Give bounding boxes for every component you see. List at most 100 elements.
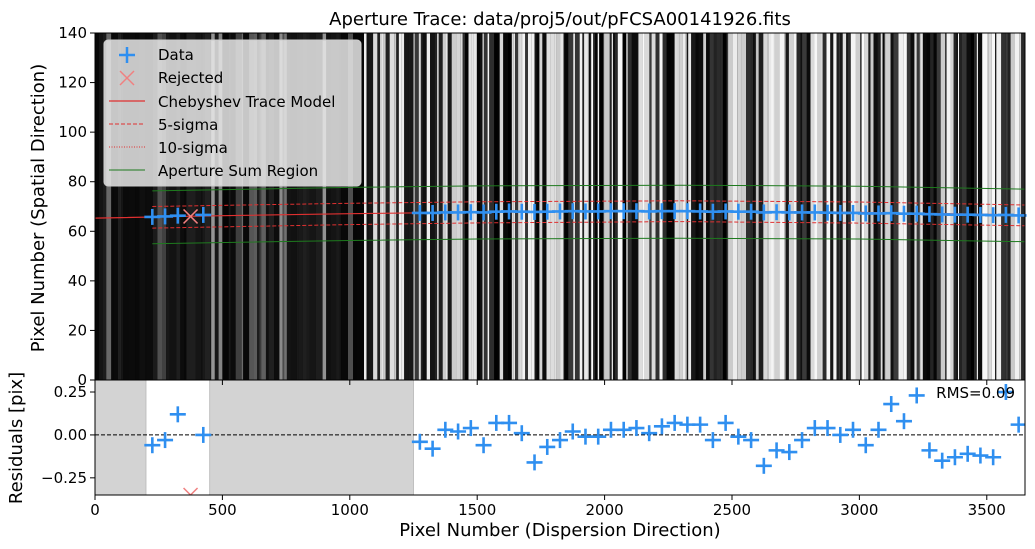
spectrum-band bbox=[959, 33, 962, 380]
residual-point bbox=[462, 420, 479, 437]
spectrum-band bbox=[422, 33, 427, 380]
spectrum-band bbox=[933, 33, 935, 380]
spectrum-band bbox=[302, 33, 307, 380]
spectrum-band bbox=[95, 33, 99, 380]
residual-point bbox=[539, 438, 556, 455]
residual-point bbox=[564, 423, 581, 440]
bottom-chart-xlabel: Pixel Number (Dispersion Direction) bbox=[399, 520, 720, 541]
spectrum-band bbox=[956, 33, 958, 380]
residual-point bbox=[450, 423, 467, 440]
spectrum-band bbox=[655, 33, 660, 380]
residual-point bbox=[845, 421, 862, 438]
residual-point bbox=[628, 420, 645, 437]
spectrum-band bbox=[779, 33, 785, 380]
xtick-label: 500 bbox=[208, 501, 237, 519]
residual-point bbox=[704, 432, 721, 449]
spectrum-band bbox=[802, 33, 807, 380]
spectrum-band bbox=[259, 33, 262, 380]
spectrum-band bbox=[184, 33, 187, 380]
spectrum-band bbox=[274, 33, 280, 380]
residual-point bbox=[501, 414, 518, 431]
spectrum-band bbox=[906, 33, 911, 380]
spectrum-band bbox=[810, 33, 815, 380]
legend-label-10sigma: 10-sigma bbox=[158, 139, 228, 157]
spectrum-band bbox=[785, 33, 789, 380]
spectrum-band bbox=[539, 33, 543, 380]
xtick-label: 3000 bbox=[840, 501, 878, 519]
xtick-label: 2500 bbox=[713, 501, 751, 519]
bottom-ytick-label: 0.00 bbox=[54, 426, 87, 444]
spectrum-band bbox=[414, 33, 419, 380]
xtick-label: 3500 bbox=[968, 501, 1006, 519]
spectrum-band bbox=[282, 33, 285, 380]
spectrum-band bbox=[882, 33, 885, 380]
spectrum-band bbox=[970, 33, 974, 380]
spectrum-band bbox=[726, 33, 729, 380]
spectrum-band bbox=[286, 33, 291, 380]
spectrum-band bbox=[497, 33, 500, 380]
spectrum-band bbox=[688, 33, 692, 380]
spectrum-band bbox=[383, 33, 386, 380]
spectrum-band bbox=[642, 33, 645, 380]
spectrum-band bbox=[480, 33, 482, 380]
spectrum-band bbox=[885, 33, 891, 380]
spectrum-band bbox=[353, 33, 358, 380]
excluded-region bbox=[209, 380, 414, 495]
spectrum-band bbox=[348, 33, 354, 380]
xtick-label: 1000 bbox=[331, 501, 369, 519]
residual-point bbox=[144, 437, 161, 454]
spectrum-band bbox=[611, 33, 614, 380]
legend-label-data: Data bbox=[158, 46, 194, 64]
spectrum-band bbox=[946, 33, 951, 380]
spectrum-band bbox=[996, 33, 1002, 380]
spectrum-band bbox=[691, 33, 696, 380]
spectrum-band bbox=[201, 33, 203, 380]
spectrum-band bbox=[261, 33, 266, 380]
spectrum-band bbox=[476, 33, 481, 380]
spectrum-band bbox=[404, 33, 409, 380]
spectrum-band bbox=[525, 33, 528, 380]
spectrum-band bbox=[767, 33, 769, 380]
residual-point bbox=[946, 449, 963, 466]
residual-point bbox=[526, 454, 543, 471]
spectrum-band bbox=[483, 33, 488, 380]
spectrum-band bbox=[568, 33, 574, 380]
spectrum-band bbox=[341, 33, 348, 380]
spectrum-band bbox=[754, 33, 757, 380]
spectrum-band bbox=[681, 33, 683, 380]
spectrum-band bbox=[670, 33, 675, 380]
top-ytick-label: 80 bbox=[68, 173, 87, 191]
spectrum-band bbox=[682, 33, 686, 380]
spectrum-band bbox=[111, 33, 114, 380]
spectrum-band bbox=[910, 33, 913, 380]
spectrum-band bbox=[988, 33, 992, 380]
spectrum-band bbox=[513, 33, 515, 380]
data-point bbox=[195, 206, 212, 223]
spectrum-band bbox=[235, 33, 242, 380]
spectrum-band bbox=[228, 33, 231, 380]
residual-point bbox=[755, 457, 772, 474]
spectrum-band bbox=[336, 33, 340, 380]
spectrum-band bbox=[626, 33, 628, 380]
spectrum-band bbox=[591, 33, 594, 380]
rejected-point-b bbox=[183, 208, 199, 224]
spectrum-band bbox=[590, 33, 592, 380]
residual-point bbox=[768, 442, 785, 459]
spectrum-band bbox=[1001, 33, 1006, 380]
residual-point bbox=[921, 442, 938, 459]
top-ytick-label: 120 bbox=[58, 74, 87, 92]
spectrum-band bbox=[528, 33, 532, 380]
residual-point bbox=[972, 447, 989, 464]
spectrum-band bbox=[617, 33, 623, 380]
spectrum-band bbox=[420, 33, 423, 380]
legend-marker-rejected bbox=[119, 70, 135, 86]
residual-point bbox=[857, 437, 874, 454]
spectrum-band bbox=[784, 33, 786, 380]
spectrum-band bbox=[772, 33, 775, 380]
spectrum-band bbox=[487, 33, 490, 380]
spectrum-band bbox=[817, 33, 822, 380]
spectrum-band bbox=[953, 33, 957, 380]
spectrum-band bbox=[746, 33, 751, 380]
spectrum-band bbox=[595, 33, 598, 380]
spectrum-band bbox=[180, 33, 184, 380]
